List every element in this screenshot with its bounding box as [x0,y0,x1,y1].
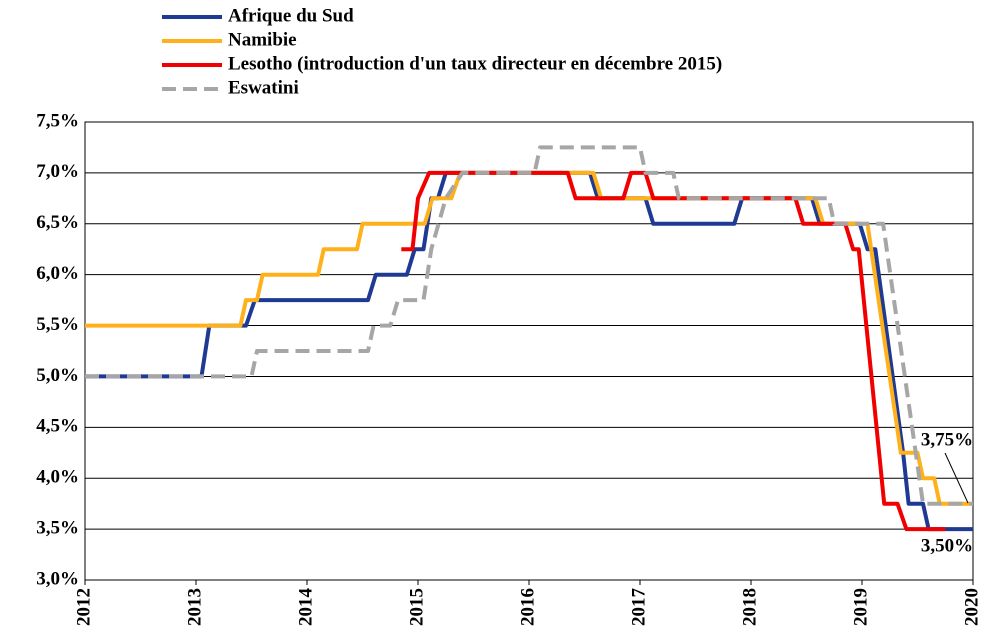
y-tick-label: 7,5% [36,110,79,131]
x-tick-label: 2020 [961,588,982,626]
series-line [85,170,973,506]
legend-label: Afrique du Sud [228,5,354,26]
y-tick-label: 6,0% [36,263,79,284]
plot-frame [84,121,974,581]
y-tick-label: 3,0% [36,568,79,589]
y-tick-label: 7,0% [36,161,79,182]
series-line [85,170,973,532]
y-tick-label: 3,5% [36,517,79,538]
annotation: 3,75% [921,429,973,450]
y-tick-label: 5,0% [36,365,79,386]
y-tick-label: 5,5% [36,314,79,335]
series-line [401,170,946,532]
annotation-pointer [944,452,969,504]
series-line [85,145,973,506]
x-tick-label: 2014 [295,588,316,627]
x-tick-label: 2013 [184,588,205,626]
legend-label: Namibie [228,29,297,50]
x-tick-label: 2012 [73,588,94,626]
y-tick-label: 6,5% [36,212,79,233]
x-tick-label: 2015 [406,588,427,626]
y-tick-label: 4,0% [36,467,79,488]
x-tick-label: 2016 [517,588,538,626]
annotation: 3,50% [921,535,973,556]
legend-label: Eswatini [228,77,299,98]
y-tick-label: 4,5% [36,416,79,437]
x-tick-label: 2019 [850,588,871,626]
legend-label: Lesotho (introduction d'un taux directeu… [228,53,722,74]
x-tick-label: 2017 [628,588,649,627]
x-tick-label: 2018 [739,588,760,626]
